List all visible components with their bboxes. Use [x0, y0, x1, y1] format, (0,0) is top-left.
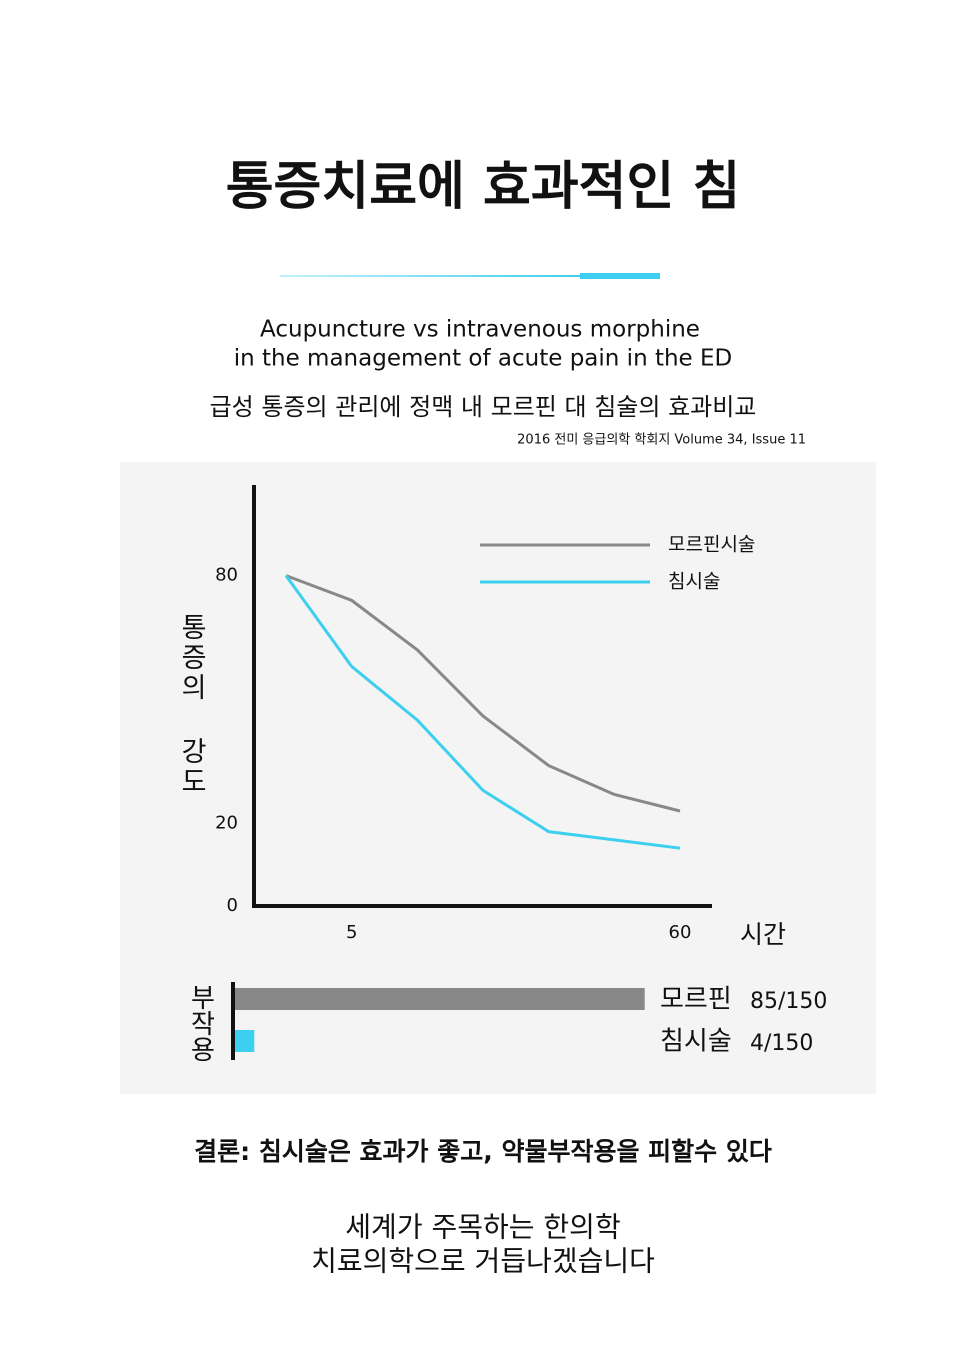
data-line — [285, 574, 681, 813]
data-line — [284, 574, 681, 850]
y-tick-label: 20 — [215, 812, 238, 833]
bar — [235, 988, 645, 1010]
subtitle-ko: 급성 통증의 관리에 정맥 내 모르핀 대 침술의 효과비교 — [210, 393, 757, 421]
y-axis-label: 통증의 강도 — [176, 613, 207, 797]
legend-label: 모르핀시술 — [668, 534, 755, 556]
y-tick-label: 0 — [227, 895, 238, 916]
bar-category-label: 침시술 — [660, 1027, 732, 1057]
title: 통증치료에 효과적인 침 — [226, 157, 741, 217]
x-tick-label: 60 — [669, 922, 692, 943]
closing: 세계가 주목하는 한의학 — [345, 1211, 620, 1244]
bar-category-label: 모르핀 — [660, 985, 732, 1015]
source: 2016 전미 응급의학 학회지 Volume 34, Issue 11 — [517, 433, 806, 448]
x-axis-label: 시간 — [740, 920, 786, 949]
legend-label: 침시술 — [668, 571, 720, 593]
x-tick-label: 5 — [346, 922, 357, 943]
bar-value-label: 85/150 — [750, 989, 827, 1014]
bar-y-label: 부작용 — [186, 984, 216, 1062]
subtitle-en: in the management of acute pain in the E… — [234, 346, 733, 372]
bar — [235, 1030, 255, 1052]
divider-accent — [580, 273, 660, 279]
bar-value-label: 4/150 — [750, 1031, 813, 1056]
subtitle-en: Acupuncture vs intravenous morphine — [260, 317, 700, 343]
conclusion: 결론: 침시술은 효과가 좋고, 약물부작용을 피할수 있다 — [194, 1137, 772, 1166]
closing: 치료의학으로 거듭나겠습니다 — [311, 1245, 655, 1278]
y-tick-label: 80 — [215, 565, 238, 586]
divider — [280, 275, 580, 277]
